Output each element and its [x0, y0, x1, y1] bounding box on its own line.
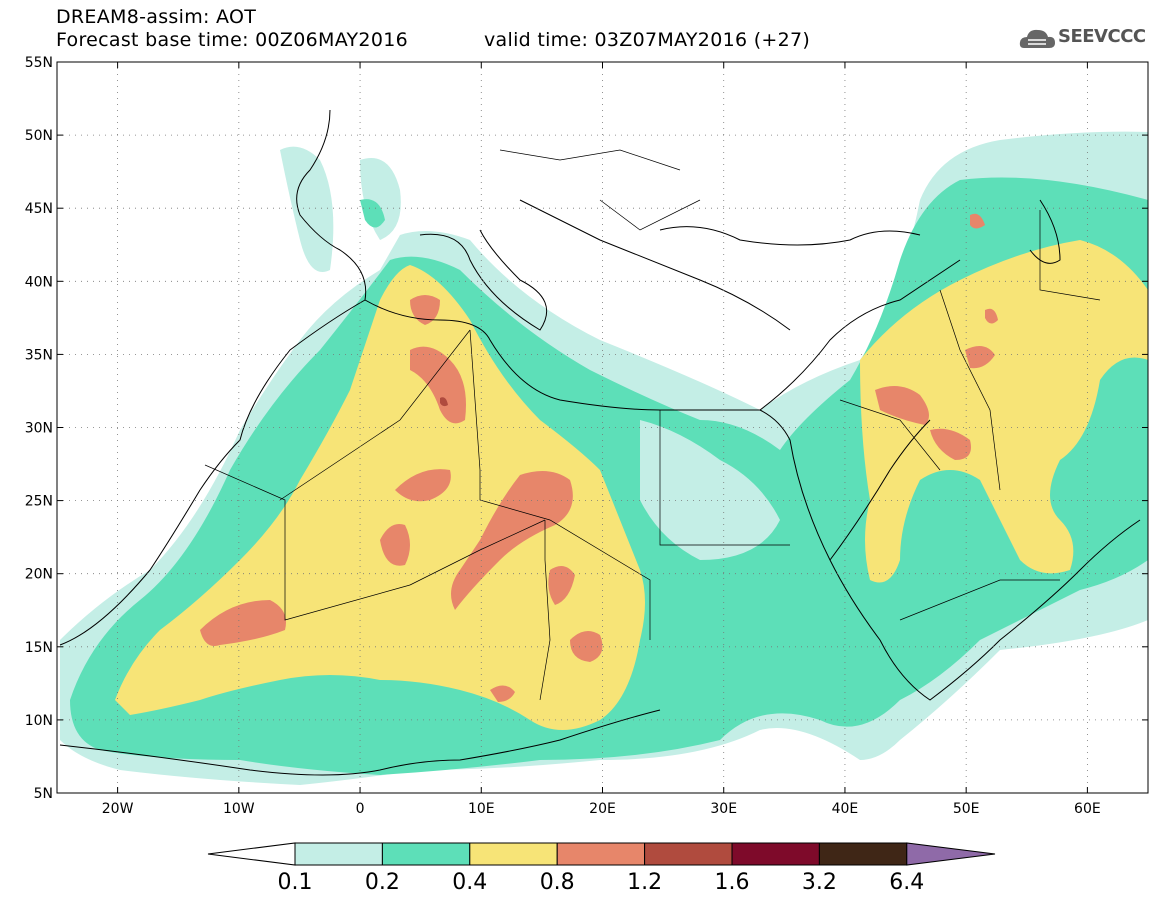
colorbar-box — [294, 842, 383, 866]
longitude-labels: 20W 10W 0 10E 20E 30E 40E 50E 60E — [102, 801, 1101, 817]
lat-label: 30N — [25, 421, 53, 437]
colorbar-label: 1.6 — [715, 870, 750, 895]
colorbar-over-arrow — [906, 842, 996, 866]
country-borders — [204, 149, 1101, 701]
lat-label: 55N — [25, 55, 53, 71]
aot-field — [60, 131, 1148, 785]
cloud-icon — [1019, 29, 1055, 48]
lon-label: 0 — [356, 801, 365, 817]
colorbar-label: 1.2 — [627, 870, 662, 895]
colorbar-label: 0.4 — [452, 870, 487, 895]
aot-contour-0.8 — [200, 600, 286, 646]
colorbar-label: 6.4 — [889, 870, 924, 895]
colorbar-box — [818, 842, 908, 866]
colorbar-label: 3.2 — [802, 870, 837, 895]
colorbar-labels: 0.1 0.2 0.4 0.8 1.2 1.6 3.2 6.4 — [278, 870, 925, 895]
lon-label: 50E — [953, 801, 980, 817]
colorbar-box — [731, 842, 820, 866]
lon-label: 10E — [468, 801, 495, 817]
seevccc-logo: SEEVCCC — [1018, 24, 1153, 54]
colorbar-box — [644, 842, 733, 866]
valid-time: valid time: 03Z07MAY2016 (+27) — [484, 29, 811, 51]
lat-label: 45N — [25, 201, 53, 217]
lon-label: 40E — [832, 801, 859, 817]
lon-label: 20E — [589, 801, 616, 817]
lon-label: 20W — [102, 801, 134, 817]
lon-label: 10W — [223, 801, 255, 817]
logo-text: SEEVCCC — [1058, 26, 1146, 47]
lat-label: 10N — [25, 713, 53, 729]
colorbar-box — [556, 842, 646, 866]
colorbar-label: 0.8 — [540, 870, 575, 895]
lon-label: 30E — [710, 801, 737, 817]
colorbar-under-arrow — [207, 842, 296, 866]
lon-label: 60E — [1074, 801, 1101, 817]
lat-label: 20N — [25, 567, 53, 583]
forecast-base-time: Forecast base time: 00Z06MAY2016 — [56, 29, 408, 51]
colorbar-label: 0.2 — [365, 870, 400, 895]
lat-label: 35N — [25, 347, 53, 363]
map-grid — [57, 61, 1148, 794]
colorbar-label: 0.1 — [278, 870, 313, 895]
coastlines — [59, 109, 1141, 776]
lat-label: 5N — [34, 786, 53, 802]
lat-label: 15N — [25, 640, 53, 656]
map-title: DREAM8-assim: AOT — [56, 6, 257, 28]
lat-label: 25N — [25, 494, 53, 510]
lat-label: 40N — [25, 274, 53, 290]
aot-contour-0.1-north — [280, 146, 334, 272]
colorbar-box — [381, 842, 471, 866]
colorbar-box — [469, 842, 558, 866]
lat-label: 50N — [25, 128, 53, 144]
latitude-labels: 55N 50N 45N 40N 35N 30N 25N 20N 15N 10N 5N — [25, 55, 53, 802]
aot-colorbar — [207, 842, 996, 866]
